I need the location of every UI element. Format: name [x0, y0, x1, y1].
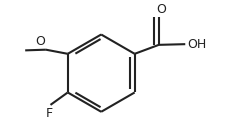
Text: O: O: [35, 35, 45, 48]
Text: O: O: [156, 3, 166, 16]
Text: OH: OH: [186, 38, 205, 51]
Text: F: F: [46, 107, 53, 120]
